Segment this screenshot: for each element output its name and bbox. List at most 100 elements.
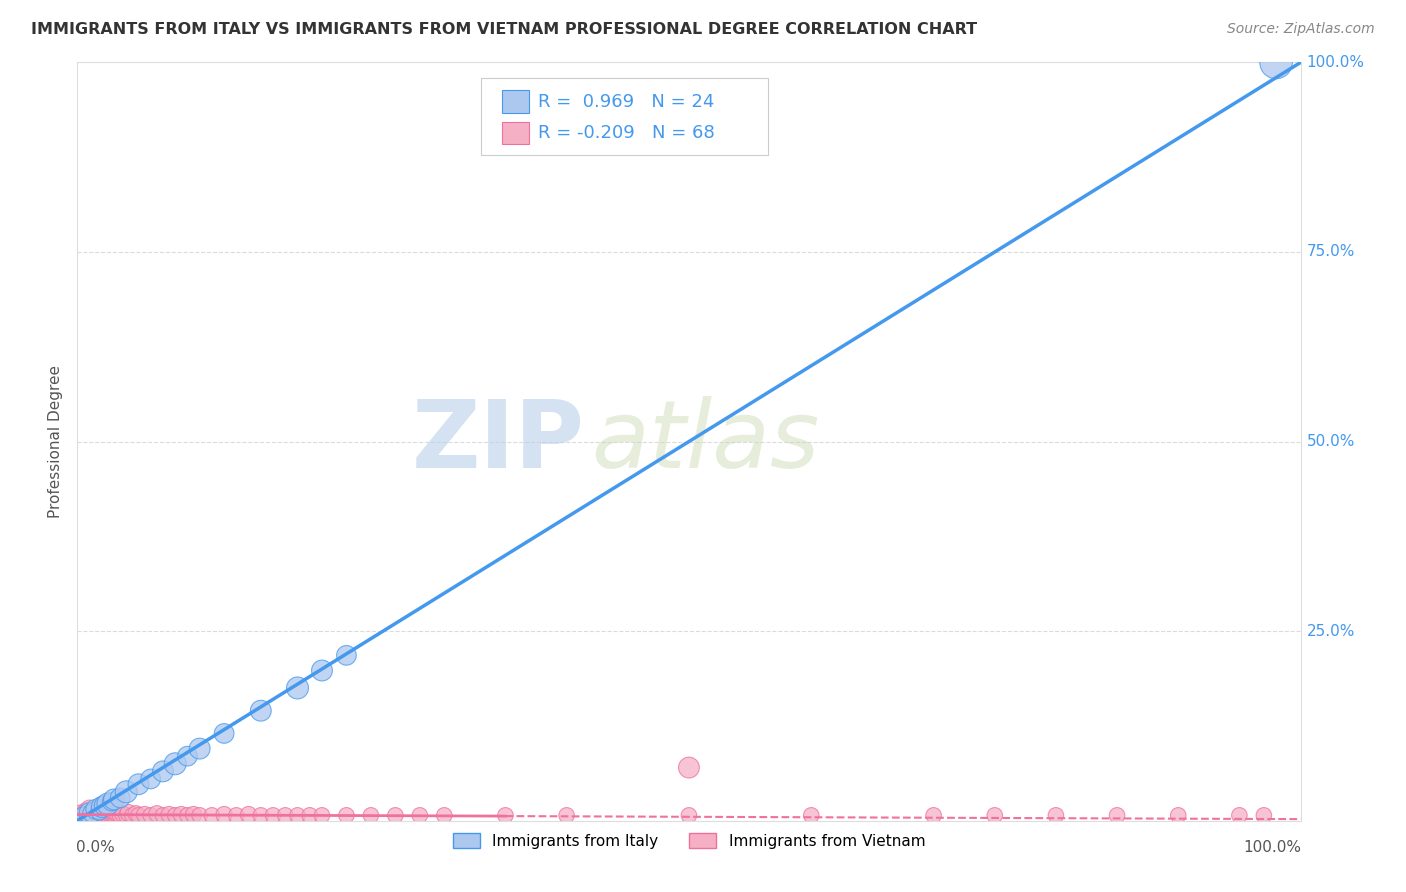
Point <box>75 805 97 819</box>
Point <box>139 808 162 822</box>
Point <box>225 808 247 822</box>
Point <box>311 664 333 678</box>
Point <box>82 805 104 819</box>
Text: 100.0%: 100.0% <box>1306 55 1365 70</box>
Point <box>72 807 94 822</box>
Text: 0.0%: 0.0% <box>76 839 115 855</box>
Point <box>165 808 187 822</box>
Point <box>176 749 198 764</box>
Point <box>90 804 112 818</box>
Point <box>250 808 273 822</box>
Point <box>80 806 103 821</box>
Legend: Immigrants from Italy, Immigrants from Vietnam: Immigrants from Italy, Immigrants from V… <box>447 827 931 855</box>
Point <box>118 806 141 821</box>
Point <box>157 807 180 822</box>
Point <box>127 808 149 822</box>
Point <box>360 808 382 822</box>
Point <box>90 800 112 814</box>
Text: 75.0%: 75.0% <box>1306 244 1355 260</box>
Point <box>93 807 115 822</box>
Point <box>176 808 198 822</box>
Point <box>79 802 101 816</box>
Point <box>84 802 107 816</box>
FancyBboxPatch shape <box>502 90 529 113</box>
Point <box>678 808 700 822</box>
Point <box>103 805 125 819</box>
Point <box>188 808 211 822</box>
Point <box>922 808 945 822</box>
Point <box>84 808 107 822</box>
Point <box>100 795 122 809</box>
Point <box>384 808 406 822</box>
Point <box>335 808 357 822</box>
Text: atlas: atlas <box>591 396 820 487</box>
Point <box>103 808 125 822</box>
Point <box>170 807 193 822</box>
Point <box>98 807 121 822</box>
Point <box>105 807 128 822</box>
Point <box>212 726 235 740</box>
Point <box>97 808 120 822</box>
Point <box>111 806 134 821</box>
Point <box>139 772 162 786</box>
Point <box>93 798 115 813</box>
Point <box>121 808 143 822</box>
Point <box>134 807 156 822</box>
Point <box>188 741 211 756</box>
Text: IMMIGRANTS FROM ITALY VS IMMIGRANTS FROM VIETNAM PROFESSIONAL DEGREE CORRELATION: IMMIGRANTS FROM ITALY VS IMMIGRANTS FROM… <box>31 22 977 37</box>
FancyBboxPatch shape <box>481 78 769 155</box>
Point <box>90 808 112 822</box>
Point <box>250 704 273 718</box>
Y-axis label: Professional Degree: Professional Degree <box>48 365 63 518</box>
Point <box>70 806 93 821</box>
Point <box>72 810 94 824</box>
Point <box>274 808 297 822</box>
Point <box>89 805 111 819</box>
Point <box>84 804 107 818</box>
Point <box>1167 808 1189 822</box>
Point <box>108 791 131 805</box>
Point <box>76 809 98 823</box>
Point <box>79 806 101 821</box>
Point <box>115 808 138 822</box>
Point <box>183 807 205 822</box>
Point <box>287 681 309 695</box>
Point <box>89 805 111 820</box>
Point <box>311 808 333 822</box>
Point <box>678 760 700 774</box>
Text: 50.0%: 50.0% <box>1306 434 1355 449</box>
Point <box>103 792 125 806</box>
Text: R = -0.209   N = 68: R = -0.209 N = 68 <box>538 124 716 142</box>
Text: 25.0%: 25.0% <box>1306 624 1355 639</box>
Point <box>984 808 1007 822</box>
Point <box>152 808 174 822</box>
Point <box>127 777 149 791</box>
Point <box>80 807 103 822</box>
Point <box>201 808 224 822</box>
Point <box>79 806 101 821</box>
Point <box>262 808 284 822</box>
Point <box>238 807 260 822</box>
Point <box>146 806 169 821</box>
Point <box>495 808 517 822</box>
Point <box>1045 808 1067 822</box>
Point <box>97 805 120 819</box>
Point <box>125 806 148 821</box>
Point <box>212 807 235 822</box>
FancyBboxPatch shape <box>502 121 529 145</box>
Text: R =  0.969   N = 24: R = 0.969 N = 24 <box>538 93 714 111</box>
Point <box>152 764 174 779</box>
Text: ZIP: ZIP <box>412 395 585 488</box>
Text: 100.0%: 100.0% <box>1244 839 1302 855</box>
Text: Source: ZipAtlas.com: Source: ZipAtlas.com <box>1227 22 1375 37</box>
Point <box>335 648 357 663</box>
Point <box>287 808 309 822</box>
Point <box>115 785 138 799</box>
Point <box>97 797 120 811</box>
Point <box>1265 55 1288 70</box>
Point <box>107 806 129 821</box>
Point <box>409 808 432 822</box>
Point <box>94 806 117 821</box>
Point <box>298 808 321 822</box>
Point <box>108 808 131 822</box>
